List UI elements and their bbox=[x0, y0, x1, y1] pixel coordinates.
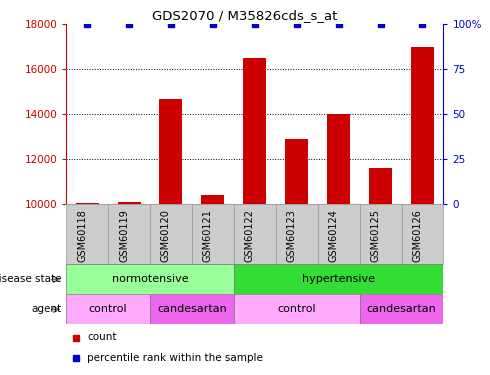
Text: candesartan: candesartan bbox=[367, 304, 437, 314]
Bar bbox=[192, 204, 234, 264]
Bar bbox=[234, 294, 360, 324]
Bar bbox=[234, 204, 276, 264]
Text: disease state: disease state bbox=[0, 274, 61, 284]
Bar bbox=[150, 204, 192, 264]
Bar bbox=[108, 204, 150, 264]
Text: GSM60122: GSM60122 bbox=[245, 209, 255, 262]
Bar bbox=[66, 204, 108, 264]
Bar bbox=[285, 139, 308, 204]
Bar bbox=[234, 264, 443, 294]
Text: GSM60125: GSM60125 bbox=[370, 209, 381, 262]
Text: GSM60123: GSM60123 bbox=[287, 209, 297, 262]
Text: percentile rank within the sample: percentile rank within the sample bbox=[87, 353, 263, 363]
Text: control: control bbox=[89, 304, 127, 314]
Bar bbox=[159, 99, 182, 204]
Text: normotensive: normotensive bbox=[112, 274, 188, 284]
Text: agent: agent bbox=[31, 304, 61, 314]
Bar bbox=[150, 294, 234, 324]
Bar bbox=[118, 202, 141, 204]
Text: count: count bbox=[87, 333, 117, 342]
Text: GSM60121: GSM60121 bbox=[203, 209, 213, 262]
Text: GSM60119: GSM60119 bbox=[119, 209, 129, 262]
Bar bbox=[401, 204, 443, 264]
Bar bbox=[276, 204, 318, 264]
Text: candesartan: candesartan bbox=[157, 304, 227, 314]
Text: GSM60124: GSM60124 bbox=[329, 209, 339, 262]
Bar bbox=[243, 58, 267, 204]
Bar bbox=[327, 114, 350, 204]
Bar bbox=[360, 294, 443, 324]
Bar bbox=[318, 204, 360, 264]
Text: GSM60120: GSM60120 bbox=[161, 209, 171, 262]
Text: GDS2070 / M35826cds_s_at: GDS2070 / M35826cds_s_at bbox=[152, 9, 338, 22]
Bar bbox=[66, 294, 150, 324]
Text: control: control bbox=[277, 304, 316, 314]
Text: GSM60126: GSM60126 bbox=[413, 209, 422, 262]
Text: GSM60118: GSM60118 bbox=[77, 209, 87, 262]
Bar bbox=[369, 168, 392, 204]
Bar bbox=[411, 47, 434, 204]
Bar bbox=[66, 264, 234, 294]
Bar bbox=[75, 203, 98, 204]
Bar bbox=[360, 204, 401, 264]
Text: hypertensive: hypertensive bbox=[302, 274, 375, 284]
Bar bbox=[201, 195, 224, 204]
